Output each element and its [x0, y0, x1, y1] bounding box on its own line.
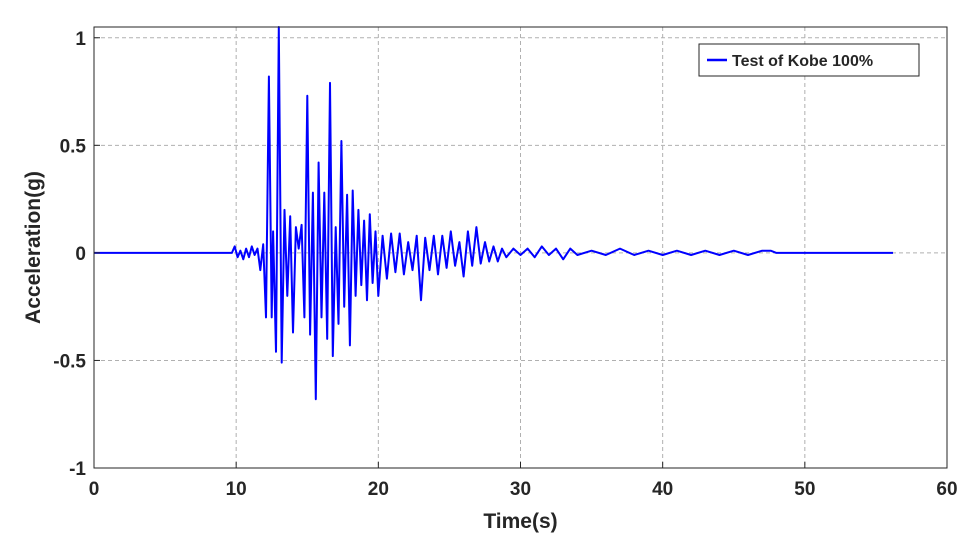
- legend: Test of Kobe 100%: [698, 43, 920, 77]
- legend-label: Test of Kobe 100%: [732, 53, 873, 70]
- x-axis-label: Time(s): [483, 510, 557, 533]
- y-axis-label: Acceleration(g): [22, 171, 45, 324]
- x-tick-label: 40: [652, 479, 673, 500]
- x-tick-label: 0: [89, 479, 100, 500]
- y-tick-label: 1: [75, 29, 86, 50]
- y-tick-label: -1: [69, 459, 86, 480]
- legend-box: [698, 43, 920, 77]
- tick-labels: 0 10 20 30 40 50 60 -1 -0.5 0 0.5 1: [53, 29, 957, 500]
- series-line: [94, 26, 893, 401]
- x-tick-label: 60: [936, 479, 957, 500]
- y-tick-label: -0.5: [53, 351, 86, 372]
- x-tick-label: 50: [794, 479, 815, 500]
- y-tick-label: 0.5: [60, 136, 87, 157]
- x-tick-label: 10: [226, 479, 247, 500]
- x-tick-label: 20: [368, 479, 389, 500]
- x-tick-label: 30: [510, 479, 531, 500]
- y-tick-label: 0: [75, 244, 86, 265]
- series-layer: [94, 26, 893, 401]
- grid: [94, 27, 947, 468]
